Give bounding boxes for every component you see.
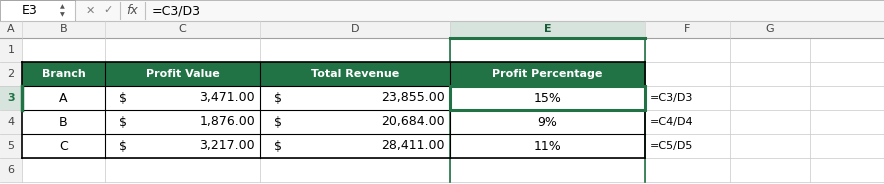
Text: 5: 5 [7, 141, 14, 151]
Text: 3,471.00: 3,471.00 [200, 91, 255, 105]
Text: 4: 4 [7, 117, 14, 127]
Text: fx: fx [126, 4, 138, 17]
Text: 11%: 11% [534, 139, 561, 153]
Bar [22, 62, 645, 86]
Text: D: D [351, 24, 359, 35]
Text: =C5/D5: =C5/D5 [650, 141, 693, 151]
Bar [0, 0, 75, 21]
Text: 3,217.00: 3,217.00 [200, 139, 255, 153]
Text: $: $ [119, 116, 127, 128]
Text: ✕: ✕ [86, 6, 95, 15]
Text: $: $ [119, 139, 127, 153]
Text: $: $ [274, 139, 282, 153]
Text: A: A [7, 24, 15, 35]
Text: 28,411.00: 28,411.00 [382, 139, 445, 153]
Text: C: C [59, 139, 68, 153]
Text: =C3/D3: =C3/D3 [650, 93, 693, 103]
Bar [450, 86, 645, 110]
Bar [0, 0, 75, 21]
Text: Total Revenue: Total Revenue [311, 69, 399, 79]
Bar [22, 110, 645, 134]
Text: 2: 2 [7, 69, 14, 79]
Text: G: G [766, 24, 774, 35]
Text: C: C [179, 24, 187, 35]
Bar [22, 134, 645, 158]
Text: F: F [684, 24, 690, 35]
Text: 15%: 15% [534, 91, 561, 105]
Text: 9%: 9% [537, 116, 558, 128]
Text: =C3/D3: =C3/D3 [152, 4, 201, 17]
Text: A: A [59, 91, 68, 105]
Bar [22, 86, 645, 110]
Bar [0, 62, 22, 86]
Text: $: $ [274, 116, 282, 128]
Text: B: B [59, 116, 68, 128]
Text: B: B [60, 24, 67, 35]
Text: Profit Percentage: Profit Percentage [492, 69, 603, 79]
Bar [0, 158, 22, 182]
Text: 23,855.00: 23,855.00 [381, 91, 445, 105]
Text: 6: 6 [7, 165, 14, 175]
Bar [0, 38, 884, 182]
Bar [0, 110, 22, 134]
Bar [0, 38, 22, 62]
Text: ✓: ✓ [103, 6, 112, 15]
Bar [0, 0, 884, 21]
Text: 3: 3 [7, 93, 15, 103]
Text: ▲: ▲ [59, 4, 65, 9]
Bar [0, 21, 884, 38]
Text: ▼: ▼ [59, 12, 65, 17]
Text: 20,684.00: 20,684.00 [381, 116, 445, 128]
Bar [0, 134, 22, 158]
Text: 1: 1 [7, 45, 14, 55]
Bar [450, 21, 645, 38]
Text: $: $ [274, 91, 282, 105]
Text: 1,876.00: 1,876.00 [199, 116, 255, 128]
Text: Branch: Branch [42, 69, 86, 79]
Text: =C4/D4: =C4/D4 [650, 117, 694, 127]
Text: $: $ [119, 91, 127, 105]
Text: Profit Value: Profit Value [146, 69, 219, 79]
Bar [0, 86, 22, 110]
Text: E3: E3 [22, 4, 38, 17]
Text: E: E [544, 24, 552, 35]
